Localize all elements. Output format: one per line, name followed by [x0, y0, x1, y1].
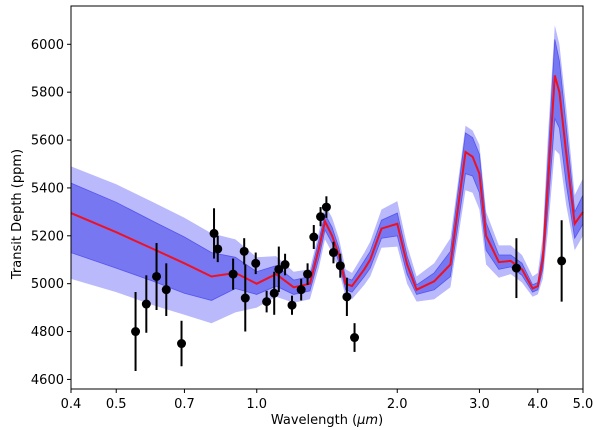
observations [131, 196, 567, 372]
y-tick-label: 5200 [31, 229, 64, 244]
data-marker [131, 327, 141, 337]
data-marker [309, 232, 319, 242]
data-marker [296, 285, 306, 295]
data-marker [152, 271, 162, 281]
data-marker [557, 256, 567, 266]
y-axis: 4600 4800 5000 5200 5400 5600 5800 6000 [31, 38, 71, 388]
observation-point [350, 323, 360, 352]
data-marker [280, 260, 290, 270]
data-marker [328, 248, 338, 258]
observation-point [287, 295, 297, 315]
y-tick-label: 5800 [31, 86, 64, 101]
observation-point [296, 278, 306, 301]
x-axis-label: Wavelength (μm) [271, 413, 383, 428]
observation-point [141, 275, 151, 333]
observation-point [177, 320, 187, 367]
data-marker [335, 261, 345, 271]
observation-point [280, 253, 290, 276]
x-tick-label: 0.5 [106, 397, 127, 412]
x-tick-label: 0.4 [61, 397, 82, 412]
observation-point [161, 263, 171, 316]
y-tick-label: 4600 [31, 373, 64, 388]
observation-point [335, 253, 345, 278]
observation-point [303, 263, 313, 285]
data-marker [177, 339, 187, 349]
observation-point [342, 277, 352, 316]
data-marker [240, 293, 250, 303]
observation-point [328, 241, 338, 264]
plot-frame [70, 5, 584, 390]
y-tick-label: 4800 [31, 325, 64, 340]
y-tick-label: 6000 [31, 38, 64, 53]
y-tick-label: 5000 [31, 277, 64, 292]
observation-point [321, 196, 331, 218]
data-marker [287, 300, 297, 310]
x-axis-label-suffix: ) [378, 413, 383, 428]
observation-point [511, 238, 521, 299]
model-spectrum-line [70, 75, 584, 292]
data-marker [213, 244, 223, 254]
x-tick-label: 1.0 [246, 397, 267, 412]
observation-point [309, 225, 319, 249]
observation-point [228, 258, 238, 290]
x-tick-label: 4.0 [527, 397, 548, 412]
data-marker [350, 333, 360, 343]
data-marker [141, 299, 151, 309]
observation-point [274, 246, 284, 293]
observation-point [262, 290, 272, 313]
observation-point [213, 235, 223, 263]
data-marker [342, 292, 352, 302]
x-tick-label: 2.0 [387, 397, 408, 412]
data-marker [262, 297, 272, 307]
observation-point [240, 264, 250, 332]
observation-point [251, 252, 261, 275]
observation-point [131, 292, 141, 372]
data-marker [228, 269, 238, 279]
x-axis: 0.4 0.5 0.7 1.0 2.0 3.0 4.0 5.0 [61, 389, 593, 412]
data-marker [161, 285, 171, 295]
x-tick-label: 3.0 [469, 397, 490, 412]
observation-point [239, 238, 249, 265]
data-marker [251, 258, 261, 268]
x-axis-label-prefix: Wavelength ( [271, 413, 357, 428]
y-tick-label: 5400 [31, 181, 64, 196]
observation-point [316, 207, 326, 227]
x-tick-label: 0.7 [174, 397, 195, 412]
data-marker [511, 263, 521, 273]
data-marker [239, 246, 249, 256]
x-axis-label-unit: μm [356, 413, 378, 428]
data-marker [316, 212, 326, 222]
plot-area [70, 25, 584, 372]
data-marker [209, 228, 219, 238]
observation-point [269, 271, 279, 315]
data-marker [321, 202, 331, 212]
y-tick-label: 5600 [31, 134, 64, 149]
data-marker [303, 269, 313, 279]
y-axis-label: Transit Depth (ppm) [10, 149, 25, 280]
data-marker [274, 264, 284, 274]
observation-point [152, 242, 162, 311]
x-tick-label: 5.0 [573, 397, 593, 412]
data-marker [269, 288, 279, 298]
observation-point [557, 220, 567, 302]
